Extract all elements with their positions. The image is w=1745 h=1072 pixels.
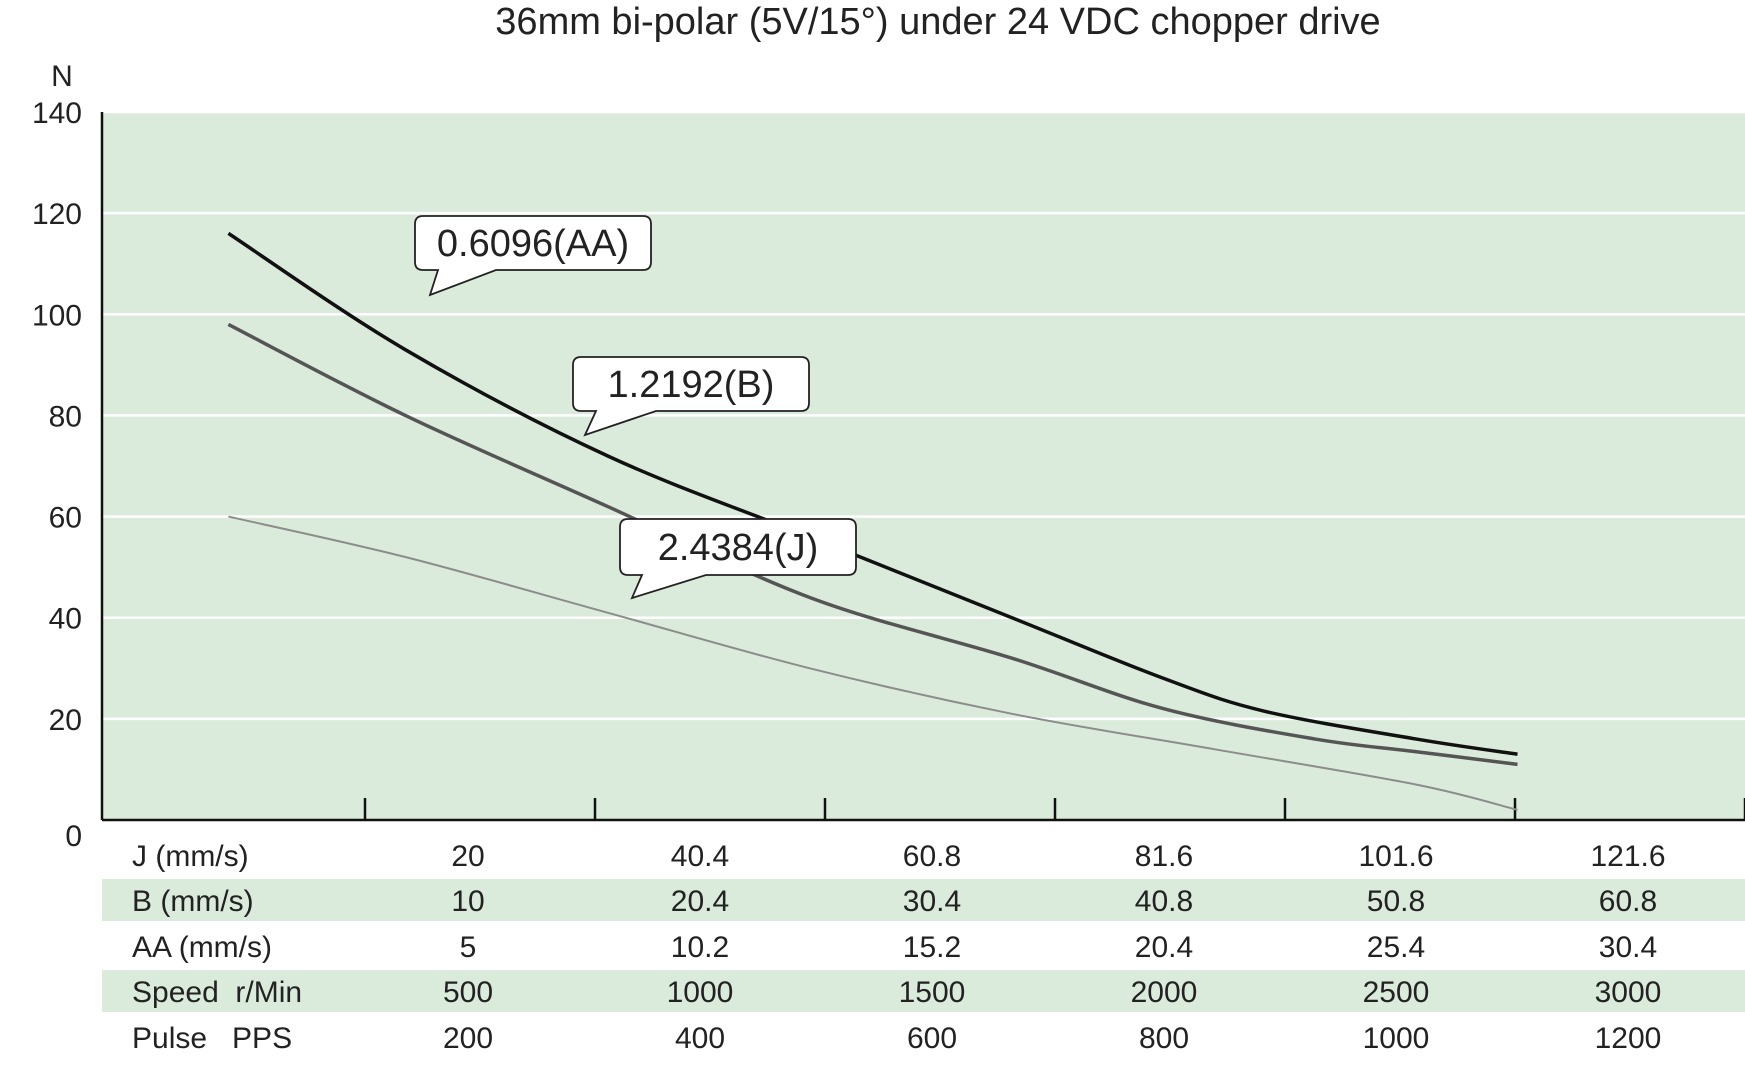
table-cell: 20 (451, 840, 484, 873)
callout-1: 0.6096(AA) (414, 215, 652, 297)
table-cell: 15.2 (903, 931, 961, 964)
table-row-stripe (102, 970, 1745, 1012)
table-cell: 20.4 (1135, 931, 1193, 964)
table-cell: 101.6 (1358, 840, 1433, 873)
table-cell: 3000 (1595, 976, 1662, 1009)
table-cell: 40.8 (1135, 885, 1193, 918)
y-tick-label: 0 (65, 820, 82, 853)
table-cell: 200 (443, 1022, 493, 1055)
y-tick-label: 60 (49, 502, 82, 535)
table-cell: 30.4 (1599, 931, 1657, 964)
series-line-3 (228, 515, 1518, 811)
table-cell: 10.2 (671, 931, 729, 964)
table-row-stripe (102, 879, 1745, 921)
y-tick-label: 140 (32, 97, 82, 130)
table-cell: 500 (443, 976, 493, 1009)
table-cell: 600 (907, 1022, 957, 1055)
table-cell: 2500 (1363, 976, 1430, 1009)
chart-title: 36mm bi-polar (5V/15°) under 24 VDC chop… (495, 1, 1380, 43)
table-cell: 10 (451, 885, 484, 918)
callout-bubble (414, 215, 652, 297)
y-tick-label: 120 (32, 198, 82, 231)
callout-2: 1.2192(B) (572, 356, 810, 437)
table-cell: 30.4 (903, 885, 961, 918)
y-tick-label: 20 (49, 704, 82, 737)
table-cell: 1000 (667, 976, 734, 1009)
y-tick-label: 80 (49, 400, 82, 433)
table-row-label: AA (mm/s) (132, 931, 272, 964)
table-cell: 5 (460, 931, 477, 964)
plot-area (102, 112, 1745, 820)
callout-bubble (572, 356, 810, 437)
table-cell: 40.4 (671, 840, 729, 873)
y-tick-label: 40 (49, 603, 82, 636)
table-cell: 2000 (1131, 976, 1198, 1009)
callout-label: 2.4384(J) (658, 527, 819, 569)
y-axis-label: N (51, 60, 73, 93)
series-line-2 (227, 322, 1518, 767)
table-cell: 1200 (1595, 1022, 1662, 1055)
gridlines (102, 110, 1745, 721)
series-lines (227, 231, 1518, 811)
table-cell: 400 (675, 1022, 725, 1055)
y-tick-labels: 0 20 40 60 80 100 120 140 (32, 97, 82, 853)
plot-background (102, 112, 1745, 820)
table-cell: 50.8 (1367, 885, 1425, 918)
callout-bubble (619, 518, 857, 600)
table-row-label: Pulse PPS (132, 1022, 292, 1055)
table-row-label: J (mm/s) (132, 840, 249, 873)
table-cell: 1500 (899, 976, 966, 1009)
table-cell: 1000 (1363, 1022, 1430, 1055)
table-row-label: Speed r/Min (132, 976, 302, 1009)
table-cell: 121.6 (1590, 840, 1665, 873)
table-cell: 60.8 (1599, 885, 1657, 918)
x-axis-table: J (mm/s) 20 40.4 60.8 81.6 101.6 121.6 B (mm/s)… (102, 840, 1745, 1055)
axes (100, 112, 1745, 822)
table-cell: 20.4 (671, 885, 729, 918)
callout-label: 1.2192(B) (608, 364, 775, 406)
series-line-1 (227, 231, 1518, 756)
table-cell: 81.6 (1135, 840, 1193, 873)
series-callouts: 0.6096(AA) 1.2192(B) 2.4384(J) (414, 215, 857, 600)
y-tick-label: 100 (32, 299, 82, 332)
callout-3: 2.4384(J) (619, 518, 857, 600)
table-row-label: B (mm/s) (132, 885, 254, 918)
table-cell: 800 (1139, 1022, 1189, 1055)
table-cell: 25.4 (1367, 931, 1425, 964)
callout-label: 0.6096(AA) (437, 223, 629, 265)
table-cell: 60.8 (903, 840, 961, 873)
